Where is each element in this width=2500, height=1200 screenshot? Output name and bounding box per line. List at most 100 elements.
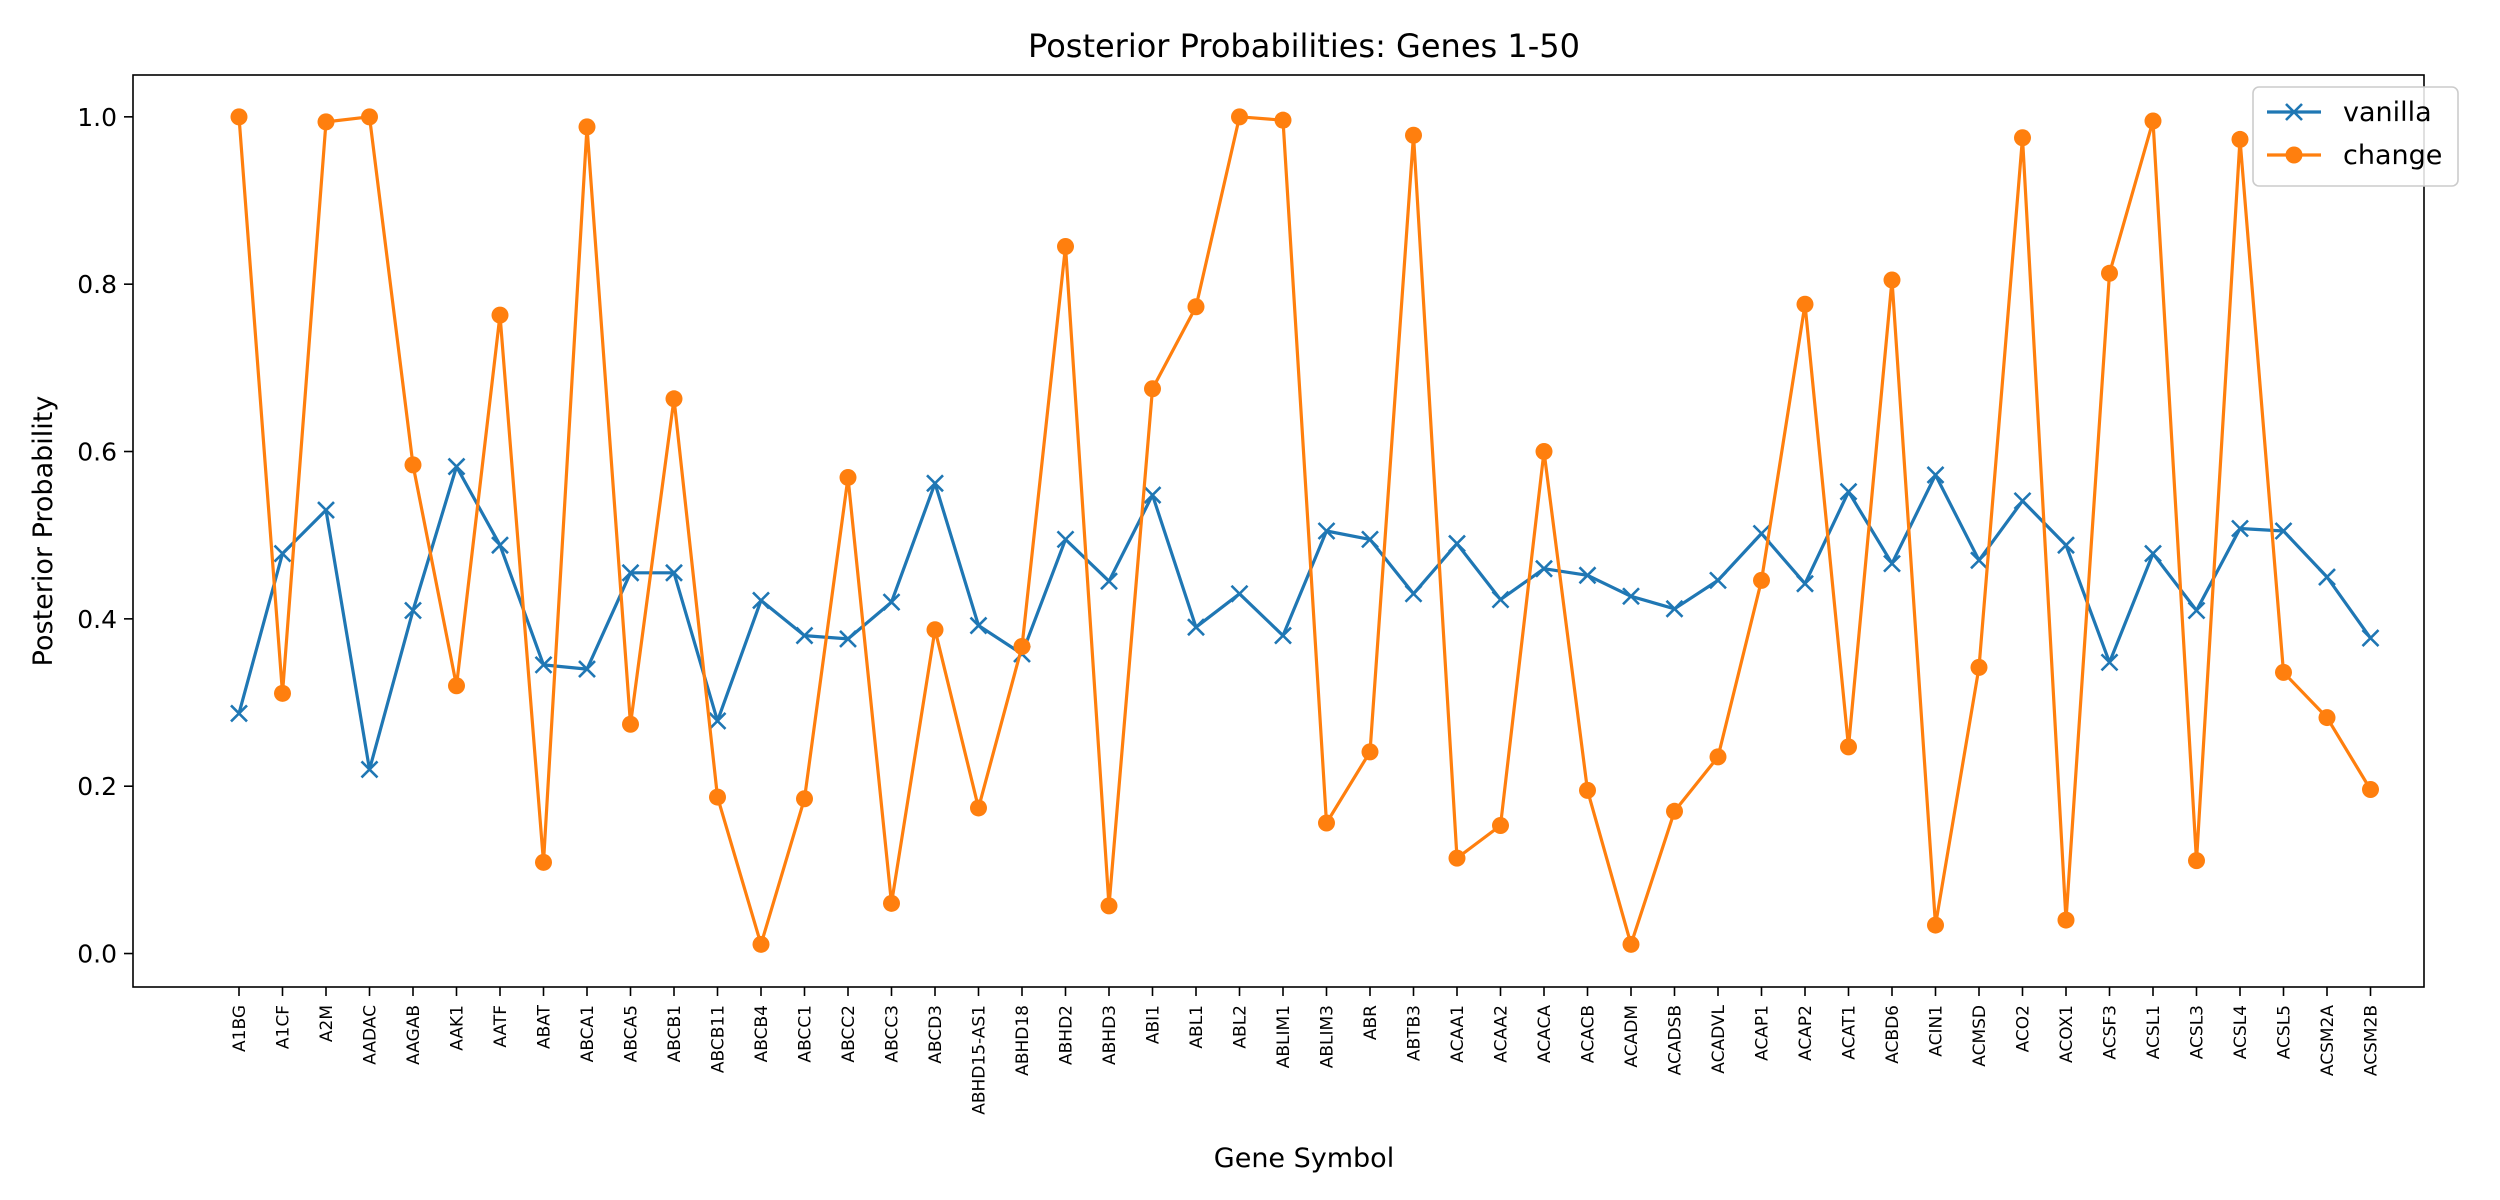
data-point	[1448, 849, 1466, 867]
x-tick-label: ABCB4	[752, 1005, 772, 1062]
data-point	[1883, 554, 1901, 573]
x-tick-label: ABCC3	[883, 1005, 903, 1063]
data-point	[1057, 238, 1074, 256]
data-point	[752, 935, 770, 953]
y-tick-label: 0.4	[77, 605, 117, 634]
data-point	[1404, 584, 1423, 603]
data-point	[273, 544, 292, 563]
data-point	[883, 894, 900, 912]
x-tick-label: ACSM2A	[2318, 1005, 2338, 1076]
data-point	[404, 601, 422, 620]
plot-area	[132, 74, 2425, 988]
x-tick-label: ACMSD	[1970, 1005, 1990, 1067]
data-point	[1405, 126, 1422, 144]
y-tick-label: 0.0	[77, 940, 117, 969]
y-tick-label: 0.2	[77, 772, 117, 801]
data-point	[1622, 935, 1640, 953]
data-point	[1970, 551, 1988, 570]
data-point	[1143, 486, 1162, 504]
x-tick-label: ABAT	[535, 1004, 555, 1049]
x-tick-label: ACAA1	[1448, 1005, 1468, 1063]
data-point	[230, 704, 248, 723]
x-tick-label: ACSM2B	[2362, 1005, 2382, 1076]
data-point	[1579, 781, 1596, 799]
data-point	[578, 118, 596, 136]
data-point	[1796, 295, 1814, 313]
x-tick-label: ACACA	[1535, 1005, 1555, 1063]
data-point	[1796, 574, 1814, 593]
y-tick-label: 0.6	[77, 438, 117, 467]
data-point	[1491, 590, 1510, 609]
data-point	[578, 660, 596, 678]
data-point	[1926, 466, 1945, 484]
x-axis-label: Gene Symbol	[1214, 1143, 1394, 1174]
x-tick-label: ABHD15-AS1	[970, 1005, 990, 1115]
x-tick-label: A1CF	[274, 1005, 294, 1049]
data-point	[795, 626, 814, 645]
data-point	[448, 677, 465, 695]
data-point	[317, 501, 335, 520]
x-tick-label: ACSL3	[2188, 1005, 2208, 1059]
data-point	[1231, 108, 1248, 126]
x-tick-label: A1BG	[230, 1005, 250, 1052]
data-point	[1709, 748, 1727, 766]
data-point	[1709, 571, 1727, 590]
data-point	[839, 630, 857, 648]
x-tick-label: ACAP1	[1753, 1005, 1773, 1061]
data-point	[274, 684, 291, 702]
data-point	[752, 591, 770, 610]
data-point	[1187, 618, 1205, 637]
y-tick-label: 1.0	[77, 103, 117, 132]
data-point	[1274, 626, 1292, 645]
data-point	[2275, 663, 2292, 681]
series-change	[230, 108, 2379, 953]
data-point	[1883, 271, 1901, 289]
x-tick-label: ACADSB	[1666, 1005, 1686, 1075]
data-point	[317, 113, 335, 131]
data-point	[1753, 571, 1770, 589]
data-point	[665, 390, 683, 408]
data-point	[2318, 568, 2336, 586]
data-point	[1144, 380, 1161, 398]
legend-marker	[2285, 146, 2303, 164]
data-point	[1578, 566, 1597, 585]
data-point	[1230, 584, 1249, 603]
x-tick-label: ABL2	[1231, 1005, 1251, 1049]
series-line-vanilla	[237, 465, 2372, 772]
y-axis-label: Posterior Probability	[28, 396, 59, 667]
data-point	[926, 621, 944, 639]
x-tick-label: ABCB1	[665, 1005, 685, 1062]
x-tick-label: ACAT1	[1840, 1005, 1860, 1060]
data-point	[1361, 743, 1379, 761]
data-point	[622, 715, 639, 733]
data-point	[1666, 802, 1683, 820]
data-point	[796, 790, 813, 808]
data-point	[2144, 544, 2162, 563]
x-tick-label: ACO2	[2014, 1005, 2034, 1052]
series-layer	[230, 108, 2380, 953]
data-point	[2013, 491, 2032, 510]
data-point	[1535, 559, 1553, 578]
data-point	[1448, 534, 1466, 553]
data-point	[2187, 601, 2206, 620]
x-tick-label: ACBD6	[1883, 1005, 1903, 1064]
data-point	[491, 536, 509, 555]
x-tick-label: ACADM	[1622, 1005, 1642, 1068]
x-tick-label: AADAC	[361, 1005, 381, 1065]
x-tick-label: ABHD2	[1057, 1005, 1077, 1065]
x-tick-label: ACSL5	[2275, 1005, 2295, 1059]
data-point	[1622, 587, 1640, 606]
data-point	[1274, 111, 1292, 129]
x-tick-label: ABLIM3	[1318, 1005, 1338, 1068]
x-tick-label: ABTB3	[1405, 1005, 1425, 1061]
x-tick-label: ABCD3	[926, 1005, 946, 1064]
data-point	[360, 760, 379, 779]
x-tick-label: ABL1	[1187, 1005, 1207, 1049]
data-point	[926, 474, 944, 493]
x-tick-label: ABCB11	[709, 1005, 729, 1073]
x-tick-label: ABCA5	[622, 1005, 642, 1062]
series-line-change	[237, 115, 2372, 946]
data-point	[1665, 599, 1684, 618]
data-point	[447, 457, 466, 476]
data-point	[2231, 519, 2249, 538]
